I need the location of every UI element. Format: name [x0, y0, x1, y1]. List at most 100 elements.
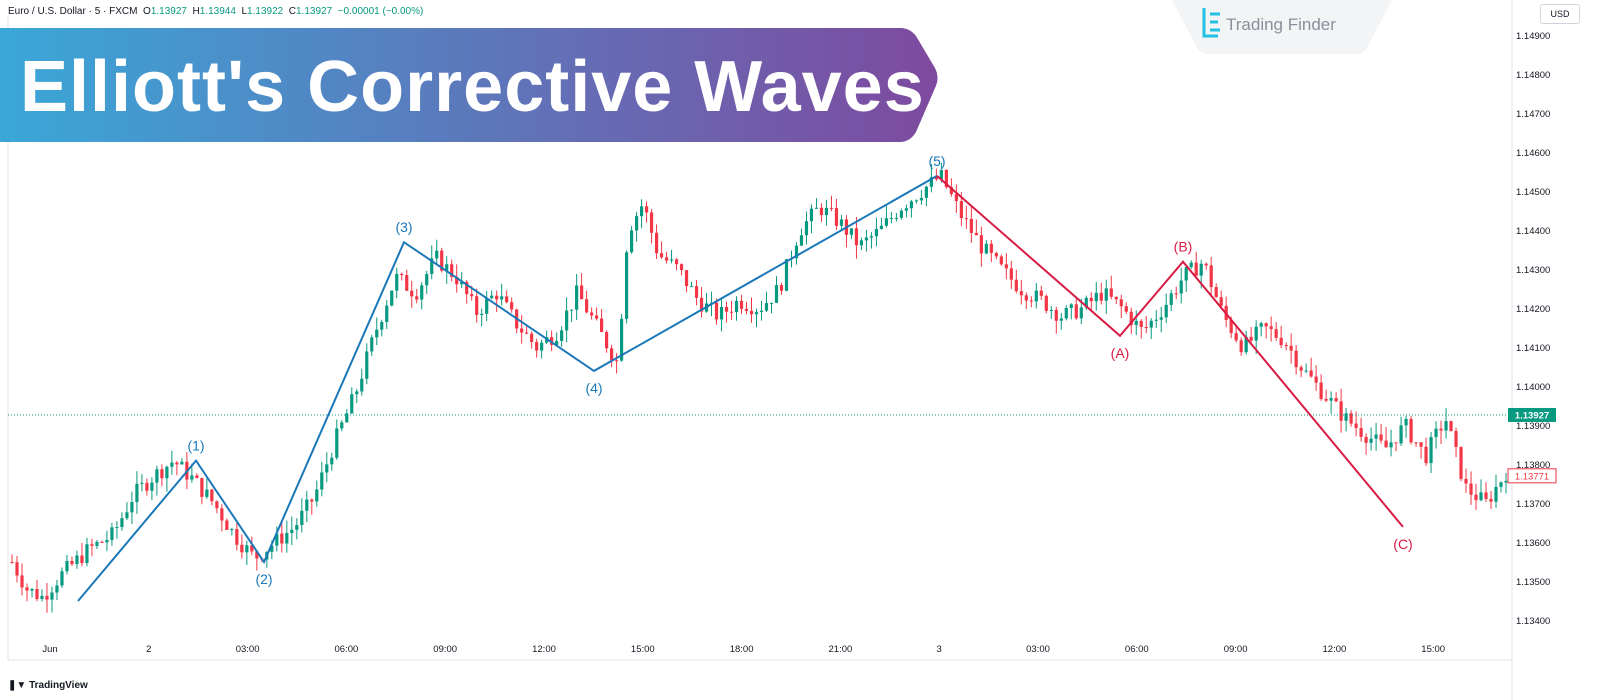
candle — [1074, 298, 1078, 320]
candle — [1144, 316, 1148, 334]
candle — [540, 339, 544, 359]
candle — [1309, 357, 1313, 378]
candle — [819, 203, 824, 222]
candle — [1254, 320, 1258, 354]
candle — [944, 169, 948, 189]
svg-text:1.13927: 1.13927 — [1515, 410, 1549, 421]
candle — [1429, 432, 1433, 473]
current-price-tag: 1.13927 — [1508, 407, 1556, 422]
time-axis[interactable]: Jun 2 03:00 06:00 09:00 12:00 15:00 18:00 21:00 3… — [42, 644, 1445, 655]
candle — [1484, 482, 1488, 502]
time-tick-label: 03:00 — [236, 644, 260, 655]
candle — [605, 330, 609, 353]
candle — [1289, 333, 1293, 364]
candle — [385, 300, 389, 329]
candle — [1164, 293, 1168, 324]
price-tick-label: 1.14000 — [1516, 382, 1550, 393]
candle — [245, 540, 249, 566]
candle — [1139, 319, 1143, 339]
candle — [724, 301, 729, 323]
candle — [420, 282, 424, 310]
candle — [1179, 267, 1183, 304]
candle — [654, 224, 659, 260]
candle — [410, 280, 414, 308]
ohlc-high: H1.13944 — [192, 6, 236, 17]
candle — [90, 538, 94, 557]
candle — [1124, 302, 1128, 314]
time-tick-label: 06:00 — [335, 644, 359, 655]
candle — [430, 245, 434, 280]
candle — [175, 460, 179, 476]
candle — [649, 209, 654, 244]
candle — [1459, 446, 1463, 482]
time-tick-label: 03:00 — [1026, 644, 1050, 655]
candle — [30, 587, 34, 598]
time-tick-label: 15:00 — [1421, 644, 1445, 655]
candle — [829, 195, 834, 212]
candle — [1239, 337, 1243, 356]
candle — [1434, 421, 1438, 449]
candle — [629, 225, 634, 254]
candle — [1054, 306, 1058, 334]
candle — [854, 217, 859, 259]
candle — [1264, 322, 1268, 339]
wave-label: (C) — [1393, 536, 1412, 552]
candle — [834, 198, 839, 230]
currency-selector[interactable]: USD — [1540, 4, 1580, 24]
candle — [595, 307, 599, 321]
candle — [1399, 416, 1403, 446]
candle — [914, 199, 918, 204]
candle — [1099, 282, 1103, 305]
candle — [794, 242, 799, 265]
time-tick-label: Jun — [42, 644, 57, 655]
candle — [500, 283, 504, 306]
candle — [739, 294, 744, 315]
candle — [200, 477, 204, 505]
candle — [659, 241, 664, 259]
candle — [120, 512, 124, 531]
candle — [1499, 481, 1503, 493]
trading-finder-logo-icon — [1202, 8, 1220, 38]
candle — [1089, 292, 1093, 313]
price-axis[interactable]: 1.14900 1.14800 1.14700 1.14600 1.14500 1.144… — [1516, 31, 1550, 627]
candle — [530, 331, 534, 349]
candle — [1159, 306, 1163, 333]
candle — [315, 480, 319, 507]
candle — [759, 300, 764, 321]
ohlc-change: −0.00001 (−0.00%) — [337, 6, 424, 17]
candle — [1464, 468, 1468, 493]
candle — [1014, 269, 1018, 294]
candle — [230, 527, 234, 536]
candle — [869, 232, 874, 249]
candle — [205, 478, 209, 499]
candle — [45, 583, 49, 613]
candle — [600, 308, 604, 333]
candle — [1064, 305, 1068, 321]
candle — [110, 522, 114, 546]
candle — [10, 554, 14, 564]
time-tick-label: 09:00 — [433, 644, 457, 655]
candle — [634, 211, 639, 242]
candle — [1379, 424, 1383, 444]
candle — [1494, 474, 1498, 509]
candle — [1234, 324, 1238, 343]
time-tick-label: 09:00 — [1224, 644, 1248, 655]
candle — [35, 579, 39, 602]
candle — [345, 409, 349, 423]
wave-label: (2) — [255, 571, 272, 587]
candle — [1174, 286, 1178, 300]
candle — [165, 465, 169, 492]
wave-label: (3) — [395, 219, 412, 235]
candle — [694, 280, 699, 306]
candle — [250, 536, 254, 556]
wave-label: (4) — [585, 380, 602, 396]
candle — [495, 290, 499, 312]
candle — [520, 315, 524, 344]
price-tick-label: 1.14300 — [1516, 265, 1550, 276]
candle — [1319, 374, 1323, 401]
candle — [155, 465, 159, 496]
corrective-wave: (A) (B) (C) — [936, 175, 1413, 552]
candle — [400, 272, 404, 281]
symbol-name: Euro / U.S. Dollar · 5 · FXCM — [8, 6, 138, 17]
candle — [300, 498, 304, 533]
